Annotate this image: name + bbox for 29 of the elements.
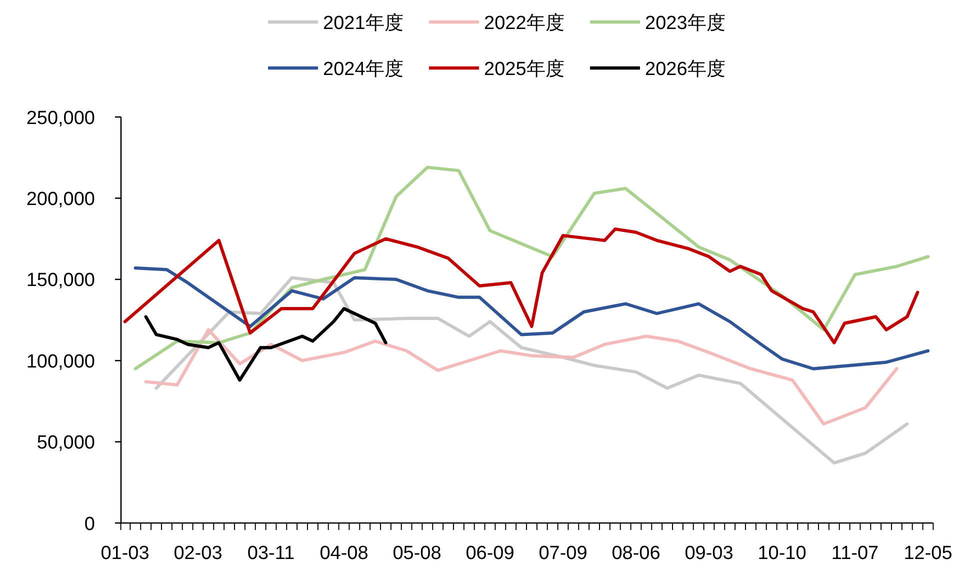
y-tick-label: 200,000 xyxy=(26,189,95,210)
x-tick-label: 07-09 xyxy=(538,542,588,564)
x-tick-label: 04-08 xyxy=(320,542,368,564)
legend-label: 2022年度 xyxy=(484,12,564,34)
y-tick-label: 0 xyxy=(84,514,95,535)
line-series xyxy=(144,328,898,426)
y-tick-label: 100,000 xyxy=(26,351,95,372)
legend-label: 2023年度 xyxy=(645,12,726,34)
x-tick-label: 12-05 xyxy=(904,542,952,564)
y-tick-label: 250,000 xyxy=(26,108,95,129)
line-series xyxy=(134,266,930,370)
x-tick-label: 05-08 xyxy=(392,542,442,564)
x-tick-label: 11-07 xyxy=(831,542,879,564)
legend-label: 2021年度 xyxy=(323,12,404,34)
line-series xyxy=(154,276,909,465)
x-tick-label: 06-09 xyxy=(466,542,514,564)
x-tick-label: 02-03 xyxy=(174,542,222,564)
line-series xyxy=(144,307,388,382)
legend-label: 2025年度 xyxy=(484,58,564,80)
x-tick-label: 08-06 xyxy=(612,542,660,564)
y-tick-label: 50,000 xyxy=(36,432,95,454)
line-series xyxy=(123,227,920,344)
x-tick-label: 09-03 xyxy=(684,542,734,564)
x-tick-label: 03-11 xyxy=(247,542,295,564)
x-tick-label: 01-03 xyxy=(100,542,150,564)
y-tick-label: 150,000 xyxy=(26,270,95,292)
legend-label: 2026年度 xyxy=(645,58,726,80)
x-tick-label: 10-10 xyxy=(758,542,806,564)
legend-label: 2024年度 xyxy=(323,58,404,80)
